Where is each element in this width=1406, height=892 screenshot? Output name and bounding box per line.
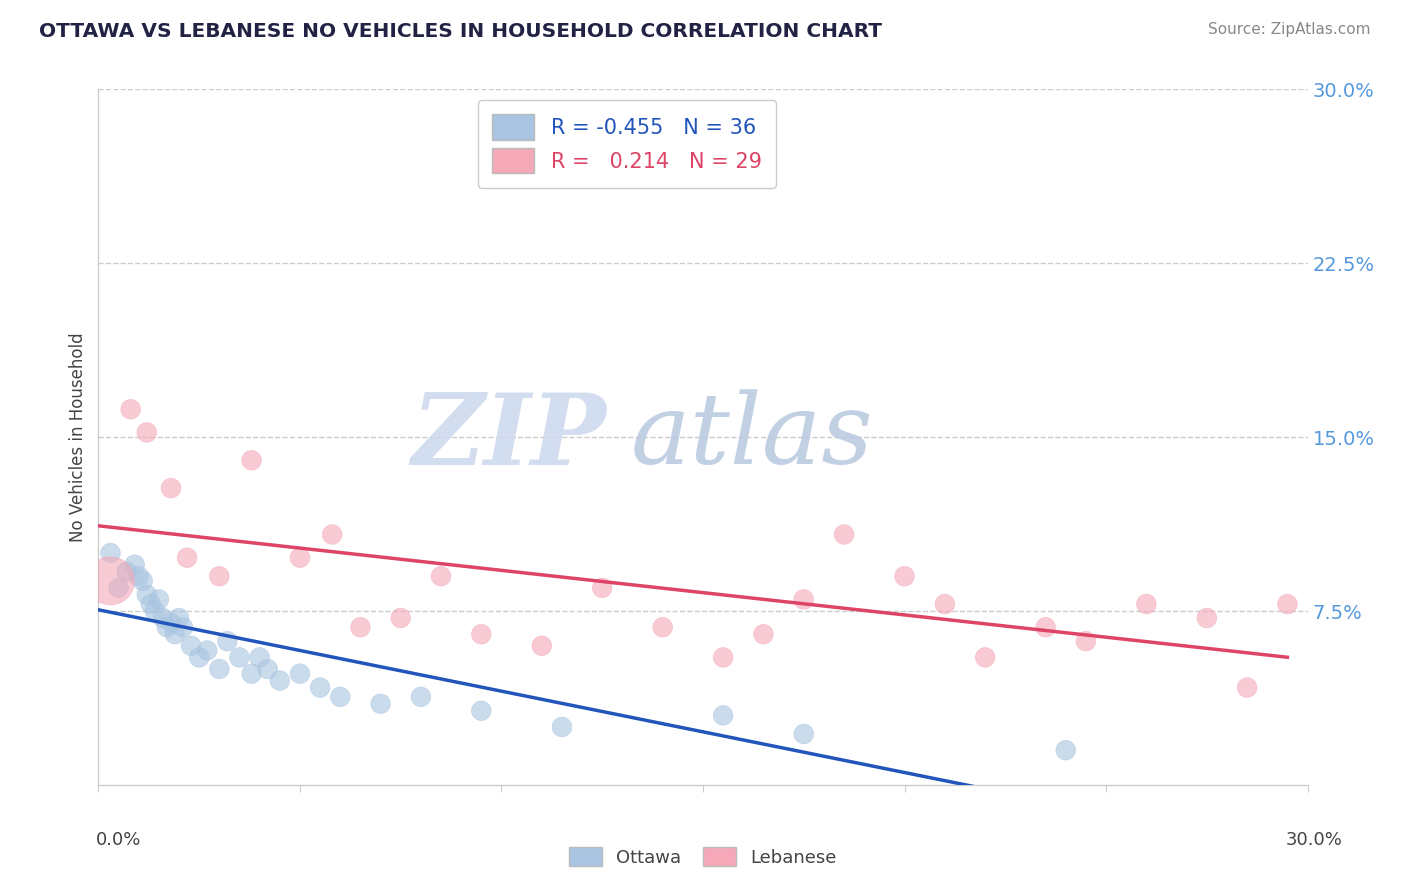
- Y-axis label: No Vehicles in Household: No Vehicles in Household: [69, 332, 87, 542]
- Point: [1135, 597, 1157, 611]
- Text: OTTAWA VS LEBANESE NO VEHICLES IN HOUSEHOLD CORRELATION CHART: OTTAWA VS LEBANESE NO VEHICLES IN HOUSEH…: [39, 22, 883, 41]
- Text: 0.0%: 0.0%: [96, 831, 141, 849]
- Point: [470, 704, 492, 718]
- Text: Source: ZipAtlas.com: Source: ZipAtlas.com: [1208, 22, 1371, 37]
- Point: [321, 527, 343, 541]
- Point: [115, 565, 138, 579]
- Point: [288, 666, 311, 681]
- Point: [167, 611, 190, 625]
- Point: [143, 604, 166, 618]
- Point: [1074, 634, 1097, 648]
- Point: [1035, 620, 1057, 634]
- Legend: R = -0.455   N = 36, R =   0.214   N = 29: R = -0.455 N = 36, R = 0.214 N = 29: [478, 100, 776, 188]
- Point: [349, 620, 371, 634]
- Point: [107, 581, 129, 595]
- Point: [195, 643, 218, 657]
- Point: [208, 662, 231, 676]
- Point: [139, 597, 162, 611]
- Point: [240, 453, 263, 467]
- Legend: Ottawa, Lebanese: Ottawa, Lebanese: [562, 840, 844, 874]
- Point: [156, 620, 179, 634]
- Point: [430, 569, 453, 583]
- Point: [409, 690, 432, 704]
- Point: [370, 697, 392, 711]
- Point: [288, 550, 311, 565]
- Point: [752, 627, 775, 641]
- Point: [793, 592, 815, 607]
- Point: [160, 481, 183, 495]
- Point: [1054, 743, 1077, 757]
- Text: atlas: atlas: [630, 390, 873, 484]
- Point: [208, 569, 231, 583]
- Point: [591, 581, 613, 595]
- Point: [893, 569, 915, 583]
- Point: [124, 558, 146, 572]
- Point: [120, 402, 142, 417]
- Point: [974, 650, 997, 665]
- Point: [135, 425, 157, 440]
- Point: [470, 627, 492, 641]
- Point: [148, 592, 170, 607]
- Point: [530, 639, 553, 653]
- Point: [1195, 611, 1218, 625]
- Point: [100, 546, 122, 560]
- Text: ZIP: ZIP: [412, 389, 606, 485]
- Point: [711, 650, 734, 665]
- Point: [249, 650, 271, 665]
- Point: [832, 527, 855, 541]
- Point: [228, 650, 250, 665]
- Point: [309, 681, 332, 695]
- Point: [152, 611, 174, 625]
- Point: [269, 673, 291, 688]
- Point: [180, 639, 202, 653]
- Point: [389, 611, 412, 625]
- Point: [128, 569, 150, 583]
- Point: [188, 650, 211, 665]
- Point: [256, 662, 278, 676]
- Point: [135, 588, 157, 602]
- Point: [651, 620, 673, 634]
- Point: [711, 708, 734, 723]
- Point: [160, 615, 183, 630]
- Point: [217, 634, 239, 648]
- Point: [1277, 597, 1299, 611]
- Point: [551, 720, 574, 734]
- Point: [329, 690, 352, 704]
- Point: [240, 666, 263, 681]
- Point: [1236, 681, 1258, 695]
- Text: 30.0%: 30.0%: [1286, 831, 1343, 849]
- Point: [100, 574, 122, 588]
- Point: [934, 597, 956, 611]
- Point: [172, 620, 194, 634]
- Point: [132, 574, 155, 588]
- Point: [176, 550, 198, 565]
- Point: [163, 627, 186, 641]
- Point: [793, 727, 815, 741]
